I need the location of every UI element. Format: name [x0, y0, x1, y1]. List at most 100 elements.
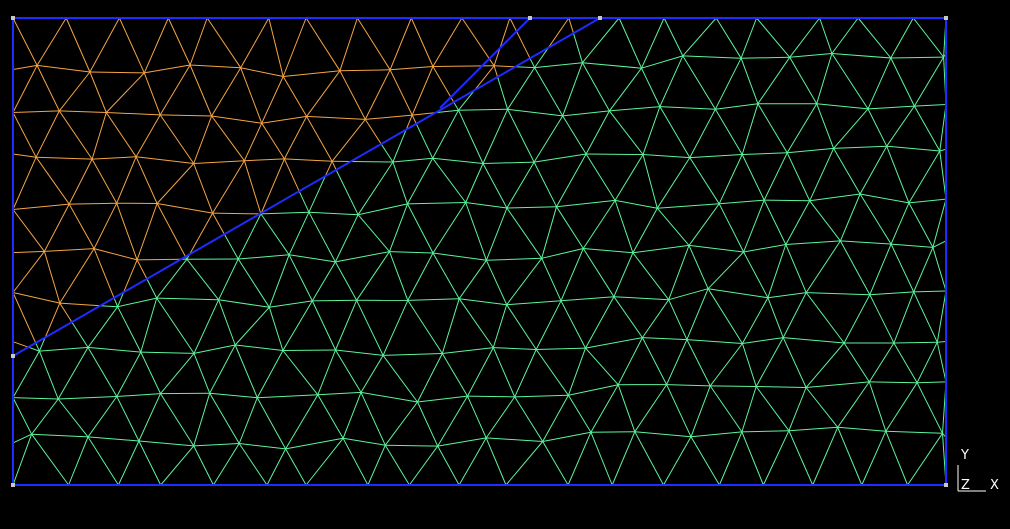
mesh-edge-lower — [789, 57, 818, 104]
mesh-edge-lower — [893, 341, 938, 344]
mesh-edge-lower — [582, 17, 620, 64]
mesh-edge-lower — [38, 350, 59, 400]
mesh-edge-upper — [91, 112, 107, 160]
mesh-edge-upper — [105, 112, 137, 158]
mesh-edge-lower — [541, 248, 584, 259]
mesh-edge-upper — [12, 292, 60, 304]
mesh-edge-lower — [385, 444, 438, 447]
mesh-edge-lower — [740, 17, 758, 59]
mesh-edge-lower — [100, 305, 118, 308]
mesh-edge-lower — [317, 349, 336, 395]
mesh-edge-upper — [364, 69, 391, 120]
mesh-edge-lower — [568, 384, 619, 396]
mesh-edge-lower — [585, 296, 615, 349]
mesh-edge-upper — [12, 209, 45, 252]
mesh-edge-lower — [719, 199, 765, 205]
mesh-edge-upper — [494, 65, 516, 68]
mesh-edge-lower — [787, 147, 834, 154]
boundary-vertex — [598, 16, 602, 20]
mesh-edge-upper — [261, 122, 285, 160]
mesh-edge-lower — [343, 437, 386, 446]
mesh-edge-lower — [308, 211, 336, 263]
region-interface-upper-segment — [439, 17, 531, 109]
mesh-edge-lower — [743, 244, 786, 253]
mesh-edge-lower — [556, 199, 616, 208]
mesh-edge-upper — [35, 110, 60, 158]
mesh-edge-lower — [407, 300, 443, 354]
mesh-edge-lower — [535, 349, 569, 396]
mesh-edge-lower — [234, 306, 270, 346]
mesh-edge-lower — [288, 254, 313, 302]
mesh-edge-lower — [767, 244, 787, 298]
mesh-edge-upper — [44, 248, 95, 252]
mesh-edge-upper — [193, 160, 245, 164]
mesh-edge-lower — [389, 203, 408, 252]
mesh-edge-upper — [59, 302, 73, 323]
mesh-edge-lower — [682, 55, 716, 110]
mesh-edge-lower — [767, 292, 807, 299]
mesh-edge-lower — [809, 193, 861, 202]
mesh-edge-upper — [59, 110, 107, 113]
mesh-edge-lower — [193, 393, 211, 447]
mesh-edge-lower — [666, 384, 692, 438]
mesh-edge-lower — [609, 106, 660, 112]
mesh-edge-upper — [156, 203, 186, 257]
mesh-edge-lower — [116, 396, 140, 442]
mesh-edge-lower — [886, 146, 910, 204]
mesh-edge-lower — [932, 240, 947, 248]
mesh-edge-lower — [586, 153, 644, 155]
mesh-edge-lower — [741, 386, 757, 433]
mesh-edge-lower — [12, 434, 33, 486]
mesh-edge-lower — [709, 385, 743, 433]
mesh-edge-lower — [437, 437, 487, 447]
mesh-edge-lower — [268, 307, 284, 351]
mesh-edge-lower — [342, 392, 362, 439]
mesh-edge-lower — [31, 433, 89, 438]
mesh-edge-lower — [805, 342, 845, 388]
mesh-edge-lower — [590, 431, 635, 433]
mesh-edge-lower — [668, 245, 690, 300]
mesh-edge-lower — [741, 103, 759, 155]
mesh-edge-lower — [668, 299, 688, 340]
mesh-edge-upper — [411, 66, 434, 116]
mesh-edge-lower — [266, 448, 287, 486]
mesh-edge-lower — [541, 258, 562, 302]
mesh-edge-upper — [160, 114, 212, 117]
mesh-edge-lower — [441, 353, 468, 397]
mesh-edge-lower — [507, 67, 536, 110]
mesh-edge-lower — [239, 443, 286, 450]
mesh-edge-lower — [663, 436, 692, 486]
mesh-edge-lower — [285, 448, 307, 486]
mesh-edge-upper — [89, 71, 145, 74]
mesh-edge-lower — [656, 207, 690, 246]
mesh-edge-lower — [805, 240, 841, 293]
mesh-edge-lower — [506, 206, 557, 209]
mesh-edge-lower — [782, 337, 807, 388]
mesh-edge-lower — [682, 17, 717, 57]
mesh-edge-lower — [535, 300, 562, 350]
mesh-edge-lower — [688, 203, 720, 246]
mesh-edge-lower — [57, 347, 89, 400]
mesh-edge-upper — [143, 17, 169, 74]
mesh-edge-lower — [268, 254, 290, 308]
mesh-edge-lower — [542, 395, 569, 442]
mesh-edge-lower — [618, 17, 642, 69]
mesh-edge-lower — [756, 17, 791, 58]
mesh-edge-lower — [432, 157, 484, 164]
mesh-edge-lower — [35, 342, 40, 352]
mesh-edge-upper — [305, 17, 341, 72]
mesh-edge-lower — [890, 57, 915, 107]
mesh-edge-lower — [893, 342, 918, 383]
mesh-edge-lower — [360, 391, 418, 403]
mesh-edge-lower — [146, 278, 158, 299]
mesh-edge-lower — [87, 436, 119, 486]
mesh-edge-upper — [390, 66, 433, 71]
mesh-edge-lower — [762, 430, 790, 486]
mesh-edge-upper — [389, 17, 412, 70]
mesh-edge-lower — [256, 397, 287, 450]
mesh-edge-lower — [741, 431, 764, 486]
mesh-edge-lower — [458, 260, 487, 299]
mesh-edge-lower — [382, 300, 409, 356]
